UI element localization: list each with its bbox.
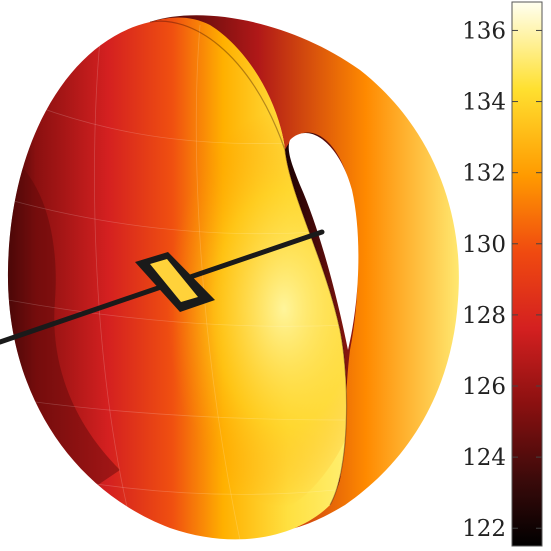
colorbar-tick-label: 122 <box>462 516 506 542</box>
colorbar-ticks: 122 124 126 128 130 132 134 136 <box>462 18 542 542</box>
colorbar: 122 124 126 128 130 132 134 136 <box>462 1 543 547</box>
colorbar-tick-label: 132 <box>462 161 506 187</box>
torus-back-rim <box>150 15 459 531</box>
colorbar-tick-label: 136 <box>462 18 506 44</box>
colorbar-tick-label: 124 <box>462 445 506 471</box>
colorbar-tick-label: 128 <box>462 303 506 329</box>
colorbar-bar <box>511 1 543 547</box>
diamond-marker <box>135 252 215 312</box>
colorbar-tick-label: 134 <box>462 90 506 116</box>
torus-front-outline <box>149 20 348 506</box>
torus-surface <box>7 15 459 540</box>
colorbar-tick-label: 130 <box>462 232 506 258</box>
surface-mesh <box>7 24 347 540</box>
colorbar-tick-label: 126 <box>462 374 506 400</box>
torus-inner-hole <box>288 133 359 350</box>
